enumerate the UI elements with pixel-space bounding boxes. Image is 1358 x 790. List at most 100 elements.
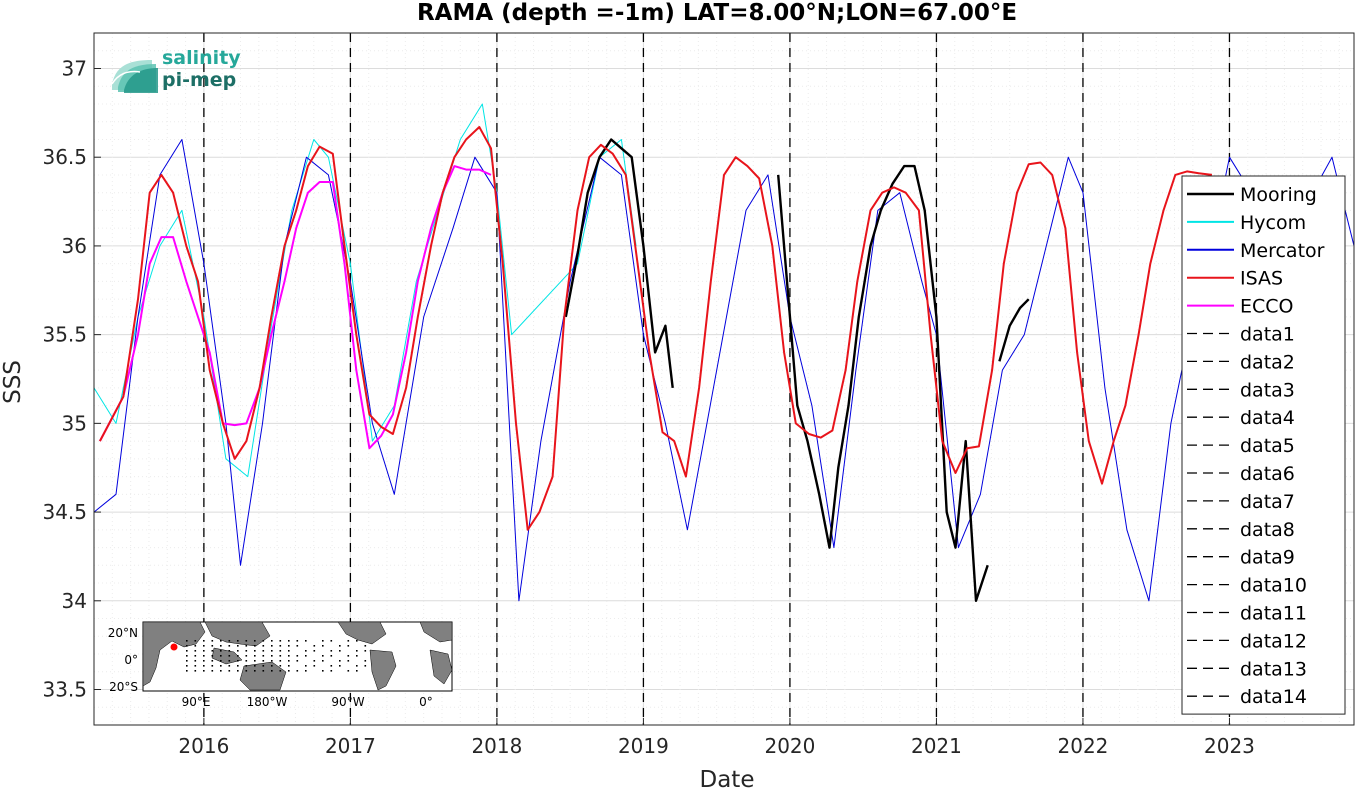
inset-buoy-dot — [220, 660, 222, 662]
inset-buoy-dot — [313, 650, 316, 652]
inset-buoy-dot — [279, 640, 282, 642]
legend-entry: data8 — [1240, 519, 1295, 541]
inset-buoy-dot — [262, 645, 265, 647]
inset-lon-0: 0° — [419, 695, 433, 709]
series-line-mooring — [777, 164, 989, 602]
inset-buoy-dot — [271, 640, 273, 642]
inset-buoy-dot — [203, 665, 205, 667]
plot-background — [94, 33, 1354, 725]
inset-buoy-dot — [228, 655, 231, 657]
logo-wave-icon — [111, 60, 158, 93]
inset-mooring-location-marker — [170, 643, 178, 651]
inset-buoy-dot — [271, 645, 273, 647]
inset-buoy-dot — [203, 670, 205, 672]
inset-map-land — [142, 621, 453, 691]
inset-buoy-dot — [339, 645, 341, 647]
inset-buoy-dot — [194, 640, 197, 642]
inset-buoy-dot — [322, 640, 324, 642]
inset-buoy-dot — [262, 650, 265, 652]
inset-lat-20n: 20°N — [108, 626, 138, 640]
legend-entry: data11 — [1240, 603, 1307, 625]
inset-buoy-dot — [356, 665, 358, 667]
inset-buoy-dot — [237, 660, 239, 662]
inset-buoy-dot — [305, 640, 307, 642]
inset-lat-labels: 20°N 0° 20°S — [108, 626, 138, 694]
inset-lon-90w: 90°W — [331, 695, 364, 709]
legend-entry: data3 — [1240, 379, 1295, 401]
legend-entry: data2 — [1240, 351, 1295, 373]
inset-buoy-dot — [339, 665, 341, 667]
inset-buoy-dot — [254, 670, 256, 672]
inset-buoy-dot — [254, 645, 256, 647]
inset-buoy-dot — [339, 660, 341, 662]
inset-buoy-dot — [288, 670, 290, 672]
inset-buoy-dot — [271, 665, 273, 667]
logo-text-pimep: pi-mep — [162, 69, 236, 91]
inset-buoy-dot — [254, 660, 256, 662]
salinity-pimep-logo: salinity pi-mep — [111, 47, 241, 93]
inset-buoy-dot — [330, 640, 333, 642]
y-tick-label: 35 — [62, 411, 87, 435]
inset-buoy-dot — [245, 665, 248, 667]
inset-buoy-dot — [211, 665, 214, 667]
inset-buoy-dot — [211, 655, 214, 657]
inset-buoy-dot — [279, 670, 282, 672]
series-lines — [93, 103, 1355, 602]
inset-buoy-dot — [186, 640, 188, 642]
inset-buoy-dot — [347, 670, 350, 672]
inset-buoy-dot — [203, 650, 205, 652]
inset-buoy-dot — [220, 670, 222, 672]
inset-buoy-dot — [186, 655, 188, 657]
inset-buoy-dot — [296, 660, 299, 662]
inset-buoy-dot — [220, 665, 222, 667]
inset-buoy-dot — [237, 670, 239, 672]
inset-buoy-dot — [288, 645, 290, 647]
inset-buoy-dot — [211, 670, 214, 672]
inset-buoy-dot — [211, 645, 214, 647]
inset-buoy-dot — [194, 660, 197, 662]
legend: Mooring Hycom Mercator ISAS ECCO data1 data2 da… — [1181, 175, 1346, 715]
inset-buoy-dot — [194, 650, 197, 652]
inset-buoy-dot — [262, 670, 265, 672]
inset-buoy-dot — [296, 640, 299, 642]
x-tick-label: 2020 — [764, 734, 815, 758]
series-line-hycom — [93, 103, 637, 478]
legend-entry: data13 — [1240, 658, 1307, 680]
inset-buoy-dot — [305, 655, 307, 657]
x-tick-label: 2023 — [1204, 734, 1255, 758]
inset-buoy-dot — [279, 650, 282, 652]
inset-buoy-dot — [262, 660, 265, 662]
inset-buoy-dot — [245, 640, 248, 642]
inset-mooring-array — [186, 640, 367, 672]
x-tick-label: 2021 — [911, 734, 962, 758]
series-line-mooring — [564, 138, 674, 389]
y-axis-label: SSS — [0, 360, 26, 404]
inset-buoy-dot — [228, 665, 231, 667]
inset-buoy-dot — [364, 660, 367, 662]
inset-buoy-dot — [220, 645, 222, 647]
legend-entry: data4 — [1240, 407, 1295, 429]
inset-buoy-dot — [271, 670, 273, 672]
inset-buoy-dot — [237, 665, 239, 667]
legend-entry: Hycom — [1240, 212, 1306, 234]
legend-entry: data9 — [1240, 547, 1295, 569]
inset-buoy-dot — [237, 655, 239, 657]
y-tick-label: 37 — [62, 56, 87, 80]
inset-buoy-dot — [330, 665, 333, 667]
x-tick-label: 2018 — [471, 734, 522, 758]
inset-buoy-dot — [194, 655, 197, 657]
inset-buoy-dot — [313, 645, 316, 647]
inset-lat-20s: 20°S — [109, 680, 138, 694]
inset-buoy-dot — [296, 645, 299, 647]
series-line-mercator — [93, 139, 1355, 602]
y-tick-label: 34 — [62, 589, 87, 613]
legend-entry: Mercator — [1240, 240, 1325, 262]
inset-buoy-dot — [254, 655, 256, 657]
legend-entry: ECCO — [1240, 296, 1294, 318]
legend-entry: data12 — [1240, 630, 1307, 652]
inset-buoy-dot — [279, 645, 282, 647]
inset-buoy-dot — [364, 645, 367, 647]
inset-buoy-dot — [322, 660, 324, 662]
y-tick-label: 36.5 — [42, 145, 87, 169]
inset-buoy-dot — [245, 645, 248, 647]
